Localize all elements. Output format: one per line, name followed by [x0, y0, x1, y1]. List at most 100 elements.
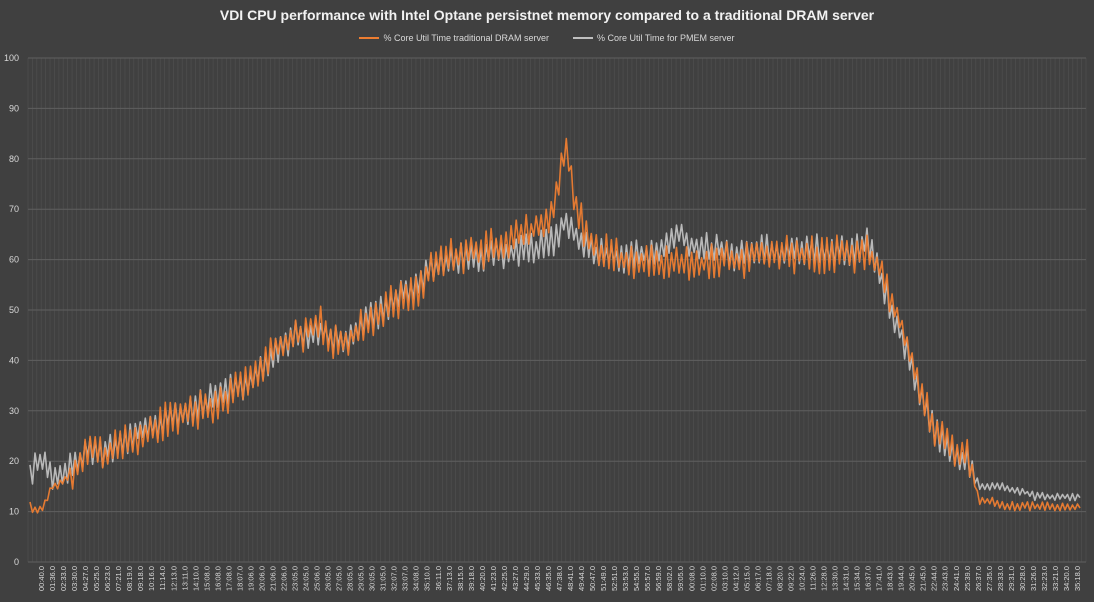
x-tick-label: 29:31.0 [1007, 566, 1016, 591]
x-tick-label: 55:57.0 [643, 566, 652, 591]
x-tick-label: 14:10.0 [191, 566, 200, 591]
x-tick-label: 24:05.0 [302, 566, 311, 591]
x-tick-label: 18:43.0 [886, 566, 895, 591]
y-tick-label: 100 [4, 53, 19, 63]
x-tick-label: 29:05.0 [357, 566, 366, 591]
x-tick-label: 02:08.0 [709, 566, 718, 591]
x-tick-label: 32:07.0 [390, 566, 399, 591]
x-tick-label: 23:05.0 [290, 566, 299, 591]
x-tick-label: 20:06.0 [257, 566, 266, 591]
legend-item-pmem: % Core Util Time for PMEM server [573, 33, 735, 43]
x-tick-label: 21:45.0 [919, 566, 928, 591]
x-tick-label: 36:11.0 [434, 566, 443, 590]
y-tick-label: 20 [9, 456, 19, 466]
x-tick-label: 13:11.0 [180, 566, 189, 590]
y-tick-label: 90 [9, 103, 19, 113]
x-tick-label: 19:44.0 [897, 566, 906, 591]
x-tick-label: 11:26.0 [808, 566, 817, 590]
y-tick-label: 0 [14, 557, 19, 567]
x-tick-label: 27:05.0 [335, 566, 344, 591]
x-tick-label: 28:05.0 [346, 566, 355, 591]
x-tick-label: 22:44.0 [930, 566, 939, 591]
x-tick-label: 12:28.0 [820, 566, 829, 591]
x-tick-label: 15:08.0 [202, 566, 211, 591]
x-tick-label: 02:33.0 [59, 566, 68, 591]
y-tick-label: 50 [9, 305, 19, 315]
x-tick-label: 31:05.0 [379, 566, 388, 591]
chart-title: VDI CPU performance with Intel Optane pe… [219, 7, 875, 23]
x-tick-label: 49:44.0 [577, 566, 586, 591]
x-tick-label: 21:06.0 [268, 566, 277, 591]
x-tick-label: 37:13.0 [445, 566, 454, 591]
x-tick-label: 25:39.0 [963, 566, 972, 591]
x-tick-label: 19:06.0 [246, 566, 255, 591]
y-tick-label: 30 [9, 406, 19, 416]
x-tick-label: 12:13.0 [169, 566, 178, 591]
x-tick-label: 06:23.0 [103, 566, 112, 591]
legend-swatch-dram [359, 37, 380, 39]
x-tick-label: 24:41.0 [952, 566, 961, 591]
x-tick-label: 13:30.0 [831, 566, 840, 591]
y-tick-label: 60 [9, 255, 19, 265]
x-tick-label: 16:37.0 [864, 566, 873, 591]
x-tick-label: 38:15.0 [456, 566, 465, 591]
x-tick-label: 04:12.0 [731, 566, 740, 591]
x-tick-label: 01:36.0 [48, 566, 57, 591]
series-line-dram [29, 137, 1081, 514]
y-tick-label: 80 [9, 154, 19, 164]
x-tick-label: 09:22.0 [786, 566, 795, 591]
x-tick-label: 39:18.0 [467, 566, 476, 591]
x-tick-label: 10:24.0 [797, 566, 806, 591]
x-tick-label: 17:08.0 [224, 566, 233, 591]
x-tick-label: 30:28.0 [1018, 566, 1027, 591]
x-tick-label: 46:35.0 [544, 566, 553, 591]
x-tick-label: 26:37.0 [974, 566, 983, 591]
x-tick-label: 20:45.0 [908, 566, 917, 591]
x-tick-label: 30:05.0 [368, 566, 377, 591]
legend: % Core Util Time traditional DRAM server… [0, 33, 1094, 43]
x-tick-label: 42:25.0 [500, 566, 509, 591]
x-tick-label: 00:08.0 [687, 566, 696, 591]
x-tick-label: 32:23.0 [1040, 566, 1049, 591]
x-tick-label: 54:55.0 [632, 566, 641, 591]
x-tick-label: 10:16.0 [147, 566, 156, 591]
x-tick-label: 35:10.0 [423, 566, 432, 591]
x-tick-label: 22:06.0 [279, 566, 288, 591]
x-tick-label: 03:10.0 [720, 566, 729, 591]
legend-swatch-pmem [573, 37, 593, 39]
x-tick-label: 14:31.0 [842, 566, 851, 591]
x-tick-label: 25:06.0 [313, 566, 322, 591]
x-tick-label: 35:18.0 [1073, 566, 1082, 591]
y-tick-label: 40 [9, 355, 19, 365]
x-tick-label: 33:07.0 [401, 566, 410, 591]
x-tick-label: 40:20.0 [478, 566, 487, 591]
x-tick-label: 09:18.0 [136, 566, 145, 591]
x-tick-label: 03:30.0 [70, 566, 79, 591]
x-tick-label: 05:25.0 [92, 566, 101, 591]
x-tick-label: 51:49.0 [599, 566, 608, 591]
x-tick-label: 08:20.0 [775, 566, 784, 591]
legend-label-pmem: % Core Util Time for PMEM server [597, 33, 735, 43]
x-tick-label: 04:27.0 [81, 566, 90, 591]
x-tick-label: 18:07.0 [235, 566, 244, 591]
x-tick-label: 27:35.0 [985, 566, 994, 591]
x-tick-label: 48:41.0 [566, 566, 575, 591]
x-tick-label: 17:41.0 [875, 566, 884, 591]
x-tick-label: 56:59.0 [654, 566, 663, 591]
x-tick-label: 07:21.0 [114, 566, 123, 591]
x-tick-label: 43:27.0 [511, 566, 520, 591]
x-tick-label: 33:21.0 [1051, 566, 1060, 591]
x-tick-label: 53:53.0 [621, 566, 630, 591]
x-tick-label: 01:10.0 [698, 566, 707, 591]
x-tick-label: 15:34.0 [853, 566, 862, 591]
legend-label-dram: % Core Util Time traditional DRAM server [383, 33, 549, 43]
x-tick-label: 59:05.0 [676, 566, 685, 591]
x-tick-label: 52:51.0 [610, 566, 619, 591]
x-tick-label: 31:26.0 [1029, 566, 1038, 591]
x-tick-label: 47:38.0 [555, 566, 564, 591]
legend-item-dram: % Core Util Time traditional DRAM server [359, 33, 549, 43]
x-tick-label: 07:18.0 [764, 566, 773, 591]
y-tick-label: 70 [9, 204, 19, 214]
